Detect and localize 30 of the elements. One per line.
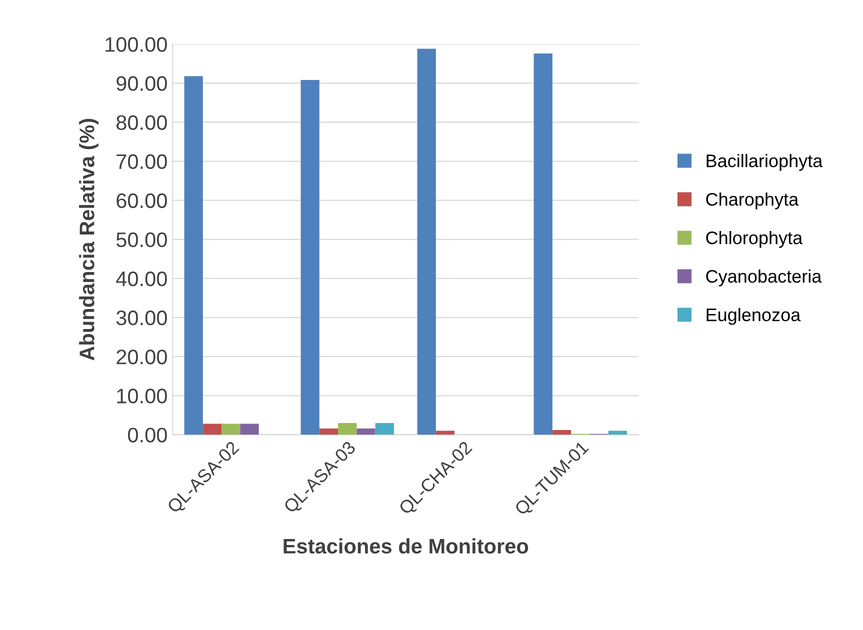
bar [417,48,436,435]
y-tick-label: 60.00 [116,193,167,208]
y-tick-label: 20.00 [116,350,167,364]
legend-label: Bacillariophyta [706,154,823,171]
bar [319,428,338,435]
bar [338,422,357,435]
y-tick-label: 10.00 [117,388,167,404]
legend-label: Cyanobacteria [706,269,822,286]
legend-label: Charophyta [706,192,799,210]
y-tick-label: 30.00 [116,310,167,326]
bar [552,430,572,435]
bar [375,422,394,435]
bar [202,424,222,435]
bar [356,428,376,435]
legend-label: Chlorophyta [706,230,803,248]
bar [222,424,240,435]
y-tick-label: 90.00 [116,76,167,91]
y-tick-label: 0.00 [128,428,167,442]
bar [300,80,320,435]
y-tick-label: 80.00 [116,115,167,130]
legend-label: Euglenozoa [706,308,801,325]
bar [534,53,552,435]
y-tick-label: 50.00 [116,232,167,248]
bar [240,424,259,435]
y-tick-label: 100.00 [106,37,167,52]
y-tick-label: 70.00 [116,154,167,170]
y-tick-label: 40.00 [116,271,167,286]
y-axis-title: Abundancia Relativa (%) [79,118,98,360]
x-axis-title: Estaciones de Monitoreo [284,538,528,554]
bar [184,76,203,435]
